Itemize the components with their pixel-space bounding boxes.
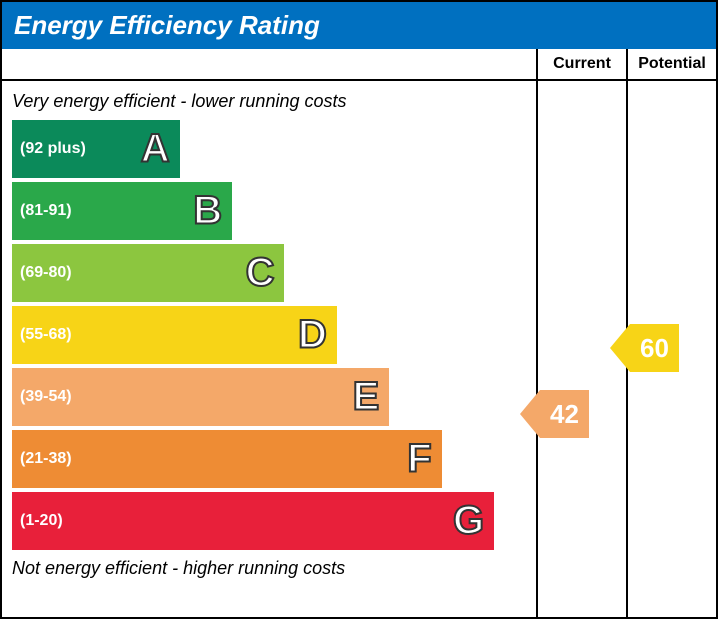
band-letter: D	[298, 313, 327, 358]
arrow-tip-icon	[520, 390, 540, 438]
bands-column: Very energy efficient - lower running co…	[2, 81, 536, 617]
bands-container: (92 plus)A(81-91)B(69-80)C(55-68)D(39-54…	[2, 120, 536, 550]
header-current: Current	[536, 49, 626, 79]
band-letter: A	[141, 127, 170, 172]
band-f: (21-38)F	[12, 430, 442, 488]
band-b: (81-91)B	[12, 182, 232, 240]
band-letter: F	[407, 437, 431, 482]
band-range: (55-68)	[12, 326, 337, 344]
potential-arrow-value: 60	[630, 324, 679, 372]
note-top: Very energy efficient - lower running co…	[2, 87, 536, 116]
band-letter: E	[353, 375, 380, 420]
band-range: (1-20)	[12, 512, 494, 530]
potential-column: 60	[626, 81, 716, 617]
band-letter: C	[246, 251, 275, 296]
band-range: (69-80)	[12, 264, 284, 282]
band-range: (39-54)	[12, 388, 389, 406]
title-bar: Energy Efficiency Rating	[2, 2, 716, 49]
band-range: (21-38)	[12, 450, 442, 468]
note-bottom: Not energy efficient - higher running co…	[2, 554, 536, 583]
header-spacer	[2, 49, 536, 79]
epc-chart: Energy Efficiency Rating Current Potenti…	[0, 0, 718, 619]
chart-title: Energy Efficiency Rating	[14, 10, 320, 40]
header-row: Current Potential	[2, 49, 716, 81]
band-a: (92 plus)A	[12, 120, 180, 178]
band-letter: G	[453, 499, 484, 544]
band-d: (55-68)D	[12, 306, 337, 364]
band-letter: B	[193, 189, 222, 234]
band-e: (39-54)E	[12, 368, 389, 426]
band-c: (69-80)C	[12, 244, 284, 302]
header-potential: Potential	[626, 49, 716, 79]
current-arrow-value: 42	[540, 390, 589, 438]
arrow-tip-icon	[610, 324, 630, 372]
current-arrow: 42	[520, 390, 589, 438]
body-row: Very energy efficient - lower running co…	[2, 81, 716, 617]
band-g: (1-20)G	[12, 492, 494, 550]
potential-arrow: 60	[610, 324, 679, 372]
